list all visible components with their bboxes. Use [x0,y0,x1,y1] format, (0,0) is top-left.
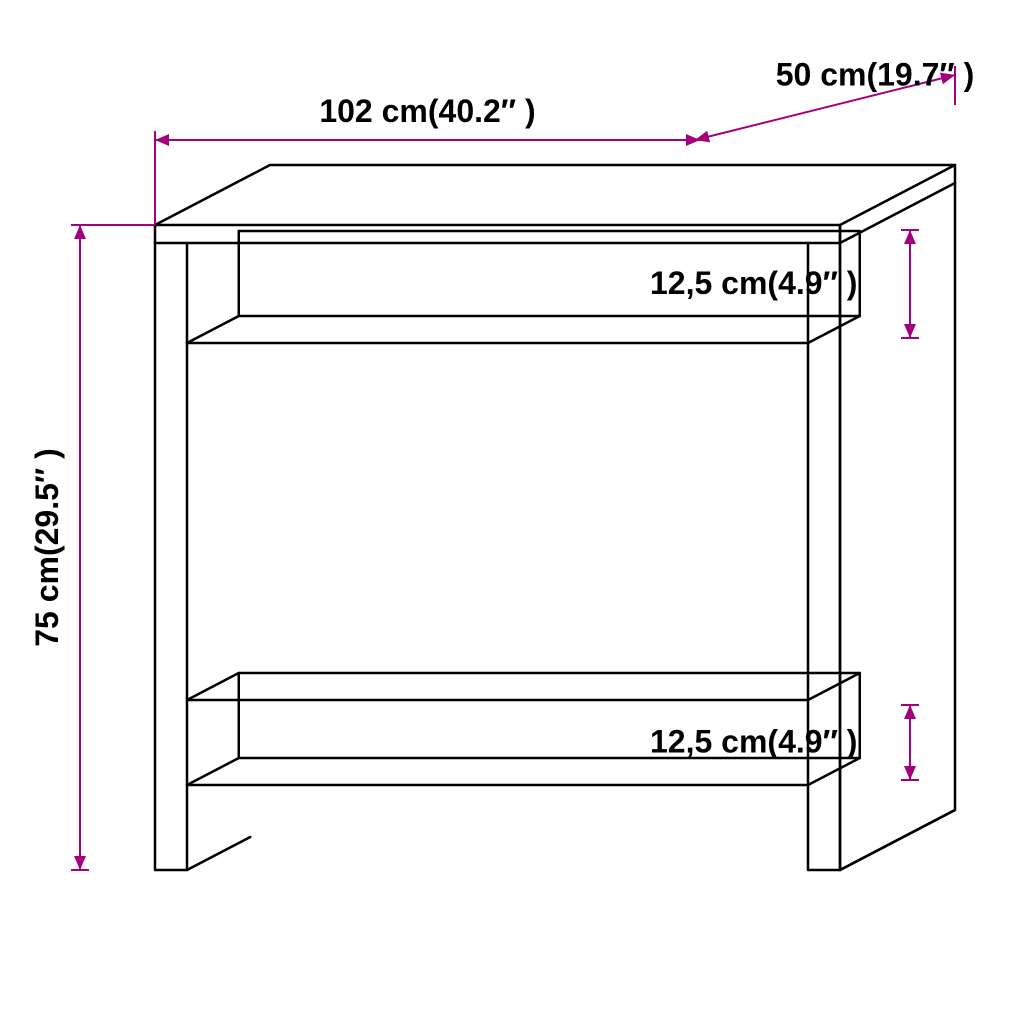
height-label: 75 cm(29.5″ ) [29,448,65,647]
stretcher-label: 12,5 cm(4.9″ ) [650,724,857,760]
width-label: 102 cm(40.2″ ) [319,93,535,129]
depth-label: 50 cm(19.7″ ) [776,57,975,93]
furniture-dimension-diagram: 102 cm(40.2″ ) 50 cm(19.7″ ) 75 cm(29.5″ )… [0,0,1024,1024]
apron-label: 12,5 cm(4.9″ ) [650,265,857,301]
